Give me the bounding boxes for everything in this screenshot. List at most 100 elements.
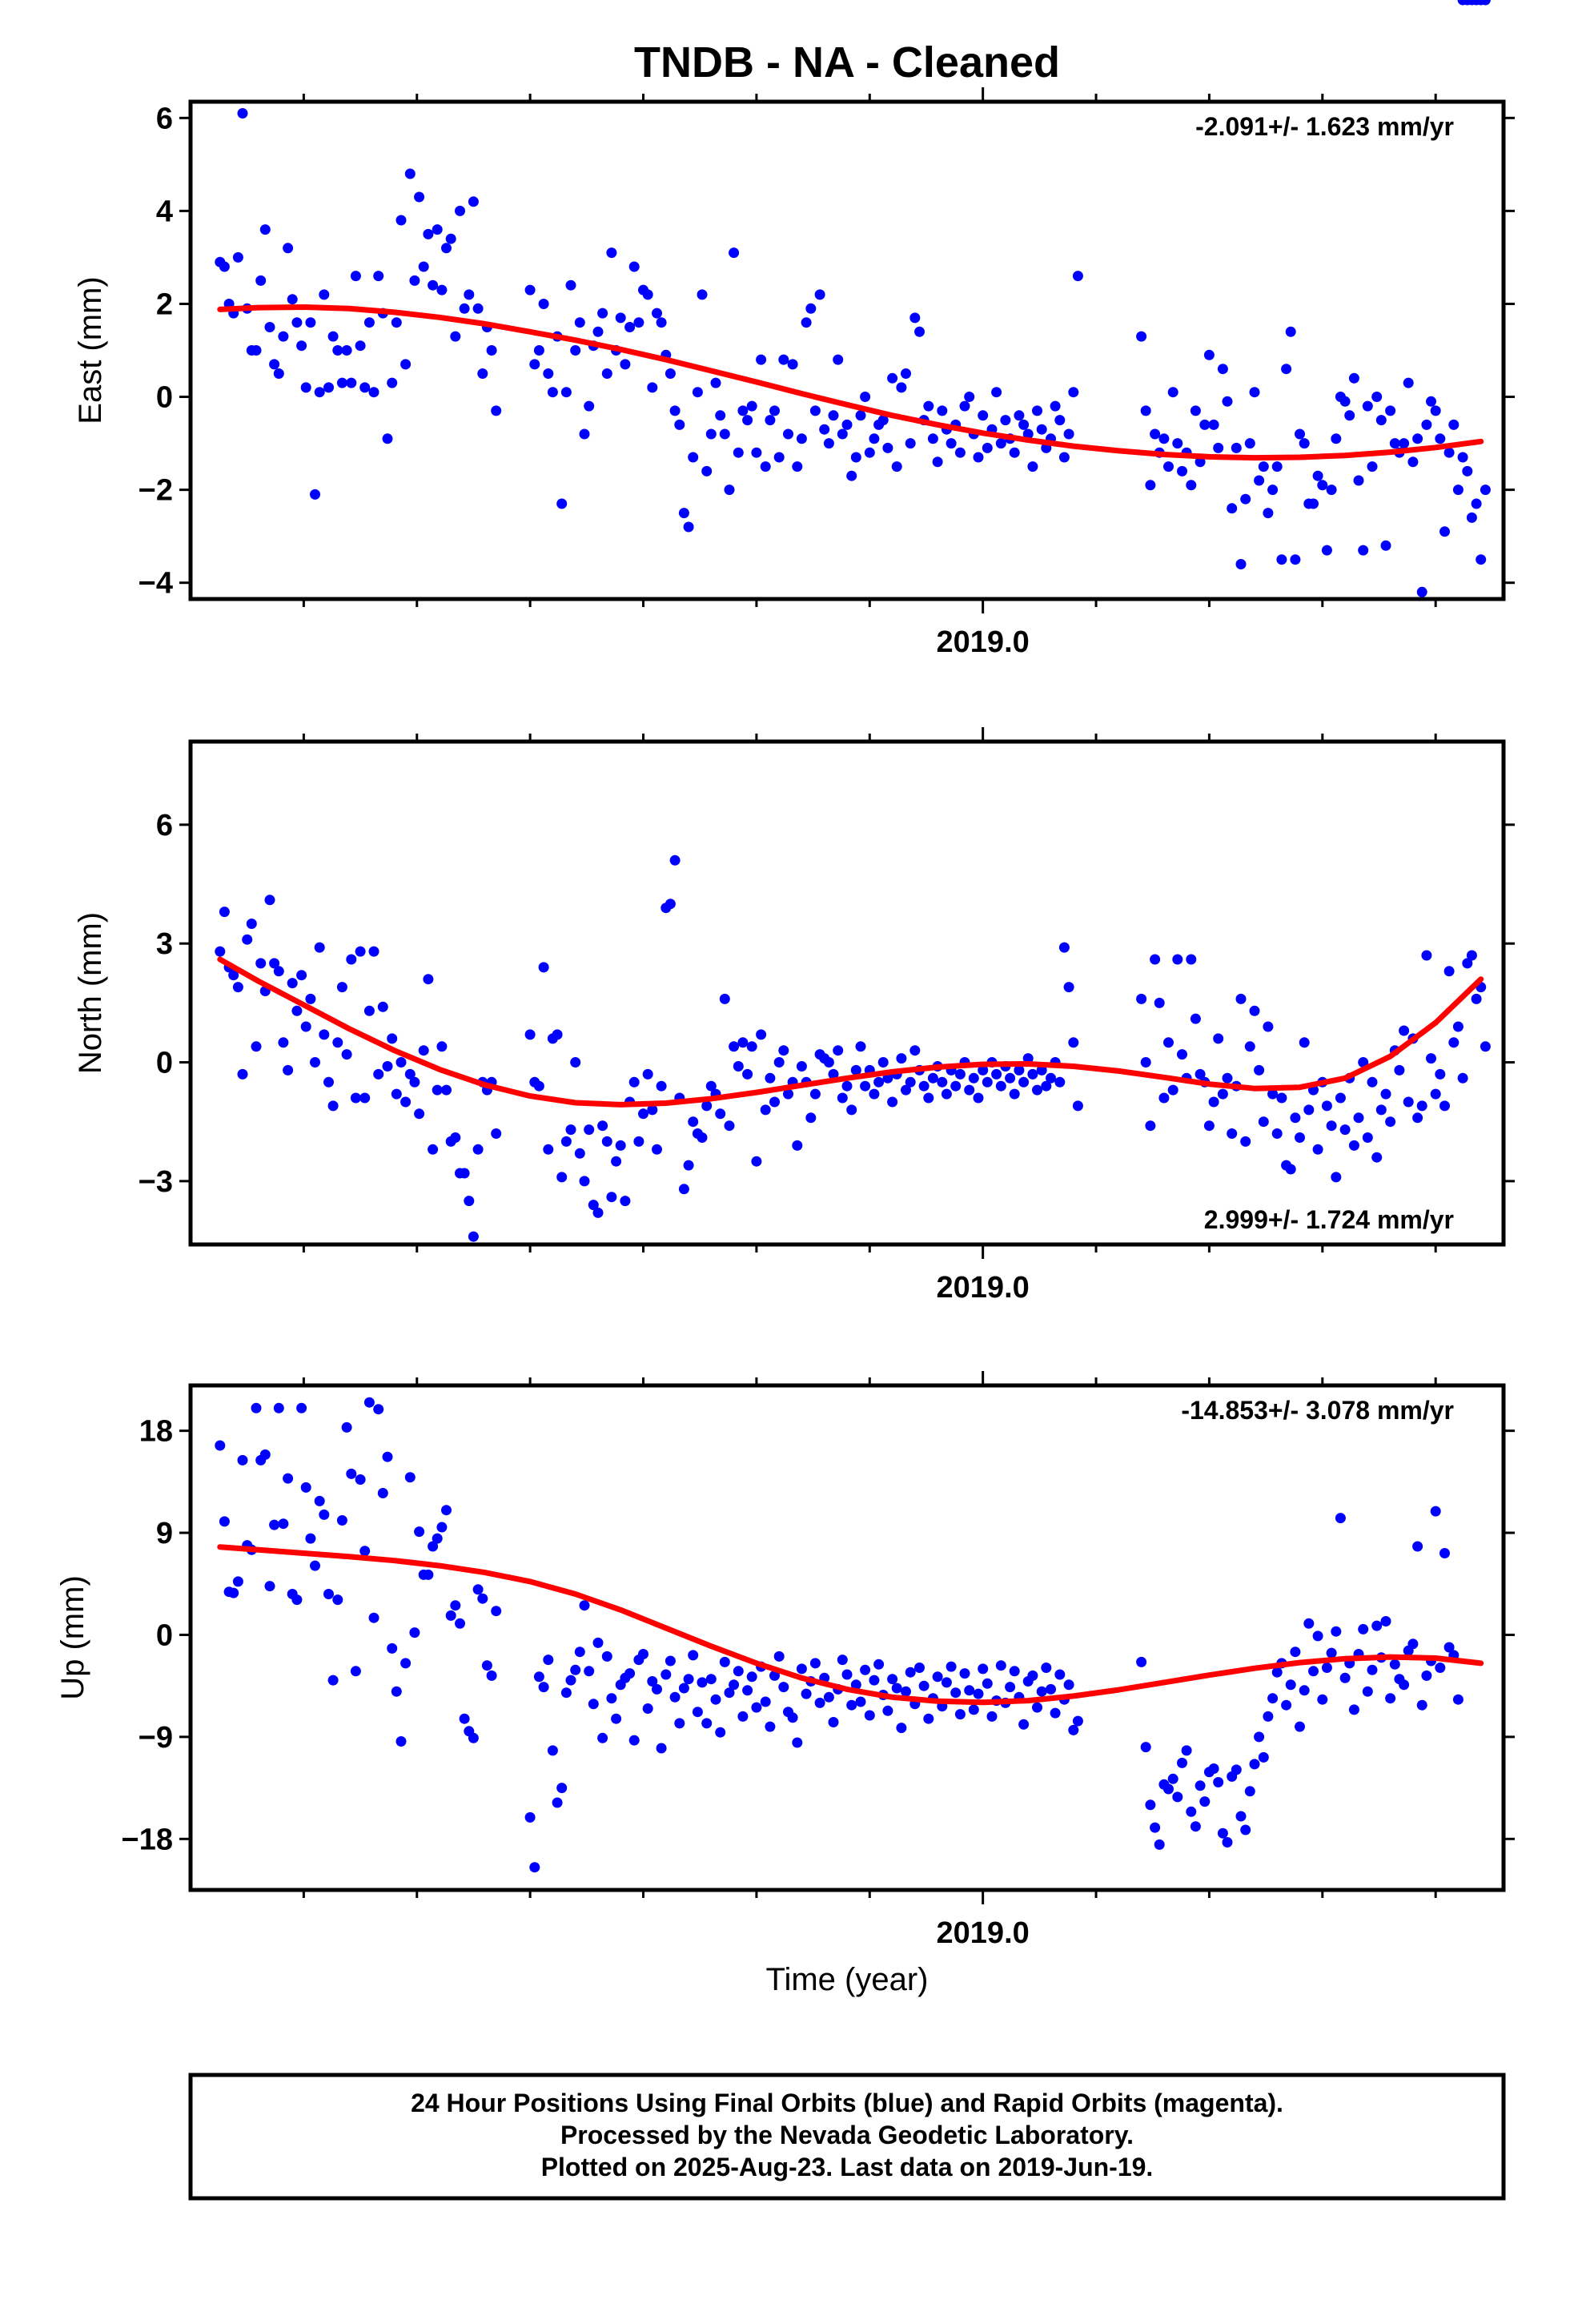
data-point	[737, 1711, 749, 1722]
y-tick-label: 0	[156, 1047, 173, 1080]
data-point	[1448, 419, 1460, 430]
data-point	[869, 1675, 880, 1686]
data-point	[995, 438, 1006, 449]
data-point	[538, 962, 549, 973]
data-point	[1140, 405, 1151, 416]
data-point	[719, 993, 730, 1004]
data-point	[809, 1658, 821, 1669]
data-point	[756, 354, 767, 365]
data-point	[1358, 1623, 1369, 1634]
data-point	[1203, 1120, 1215, 1132]
data-point	[291, 1005, 303, 1016]
data-point	[918, 1680, 930, 1691]
data-point	[1150, 428, 1161, 440]
data-point	[300, 382, 311, 393]
data-point	[828, 1717, 839, 1727]
data-point	[592, 326, 604, 337]
data-point	[778, 1045, 789, 1056]
data-point	[678, 1184, 689, 1195]
data-point	[269, 359, 280, 370]
data-point	[688, 1650, 699, 1661]
data-point	[710, 1694, 721, 1705]
data-point	[529, 1862, 540, 1873]
data-point	[737, 405, 749, 416]
data-point	[1258, 461, 1269, 472]
data-point	[656, 1743, 667, 1754]
data-point	[547, 1745, 558, 1756]
data-point	[1222, 1072, 1233, 1084]
data-point	[964, 392, 975, 402]
data-point	[1430, 405, 1441, 416]
data-point	[524, 1029, 536, 1040]
data-point	[232, 982, 243, 993]
data-point	[1054, 415, 1066, 426]
data-point	[556, 498, 568, 509]
data-point	[436, 284, 448, 296]
y-tick-label: 4	[156, 195, 173, 228]
data-point	[828, 410, 839, 421]
data-point	[1426, 396, 1436, 407]
data-point	[1466, 950, 1477, 961]
data-point	[341, 1049, 352, 1060]
data-point	[1240, 1136, 1251, 1147]
data-point	[359, 1546, 371, 1557]
data-point	[982, 1076, 993, 1088]
data-point	[665, 368, 676, 379]
data-point	[1421, 950, 1432, 961]
data-point	[273, 1402, 284, 1413]
data-point	[1217, 1827, 1228, 1839]
data-point	[769, 1670, 780, 1681]
data-point	[1412, 1541, 1423, 1552]
data-point	[368, 387, 379, 398]
y-axis-label: East (mm)	[73, 276, 108, 424]
data-point	[300, 1482, 311, 1493]
y-axis-label: Up (mm)	[55, 1575, 90, 1700]
data-point	[472, 1584, 484, 1595]
data-point	[1416, 1100, 1427, 1112]
data-point	[765, 1721, 776, 1732]
data-point	[628, 261, 640, 272]
data-point	[1249, 387, 1260, 398]
data-point	[1140, 1057, 1151, 1068]
data-point	[1358, 545, 1369, 556]
data-point	[373, 271, 384, 282]
data-point	[1249, 1005, 1260, 1016]
data-point	[1263, 1021, 1274, 1032]
data-point	[611, 1713, 622, 1724]
data-point	[432, 1533, 443, 1544]
data-point	[597, 1732, 608, 1743]
data-point	[1244, 438, 1255, 449]
data-point	[1258, 1751, 1269, 1763]
data-point	[1258, 1116, 1269, 1128]
data-point	[850, 1679, 861, 1691]
data-point	[570, 1057, 581, 1068]
footer-box: 24 Hour Positions Using Final Orbits (bl…	[188, 2073, 1506, 2201]
data-point	[796, 433, 807, 444]
data-point	[373, 1068, 384, 1080]
data-point	[1290, 554, 1301, 565]
data-point	[1317, 1694, 1328, 1705]
data-point	[877, 1057, 889, 1068]
data-point	[1027, 461, 1038, 472]
data-point	[533, 1080, 544, 1092]
data-point	[359, 1092, 371, 1104]
data-point	[215, 1440, 226, 1451]
data-point	[978, 1663, 989, 1675]
data-point	[560, 387, 572, 398]
x-tick-label: 2019.0	[937, 1916, 1030, 1950]
data-point	[1358, 1057, 1369, 1068]
data-point	[710, 377, 721, 388]
data-point	[1190, 1821, 1201, 1832]
data-point	[584, 1666, 595, 1677]
data-point	[1140, 1742, 1151, 1753]
data-point	[1308, 1666, 1319, 1677]
data-point	[1416, 1699, 1427, 1711]
data-point	[1299, 1037, 1310, 1048]
data-point	[606, 1192, 617, 1203]
data-point	[533, 1671, 544, 1683]
data-point	[1195, 1780, 1206, 1791]
data-point	[1150, 1822, 1161, 1833]
data-point	[669, 405, 681, 416]
data-point	[1339, 396, 1351, 407]
data-point	[524, 1811, 536, 1823]
